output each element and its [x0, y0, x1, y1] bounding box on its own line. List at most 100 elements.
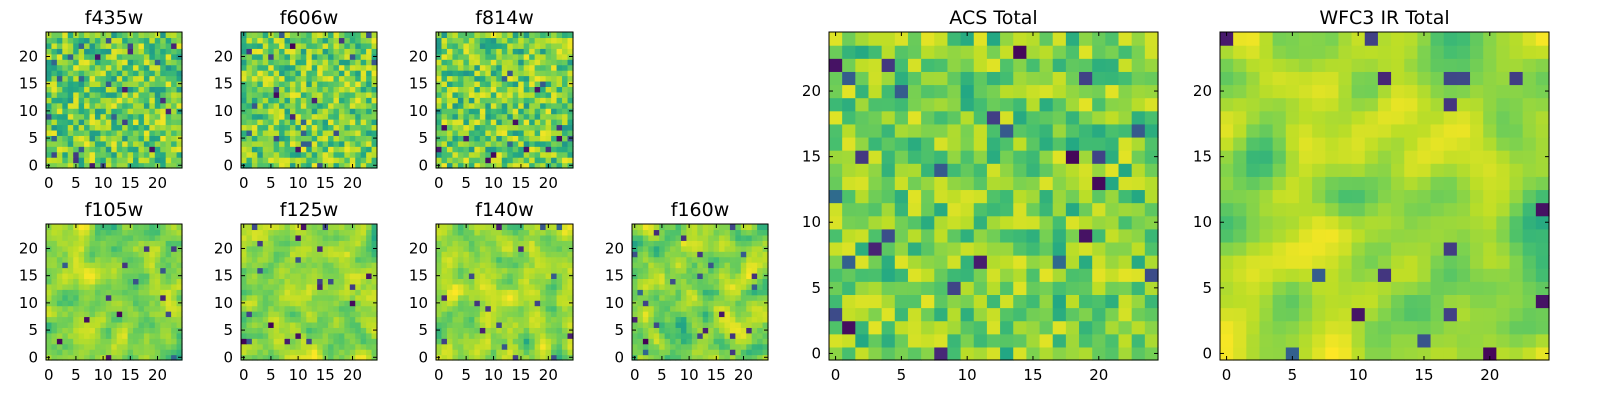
heatmap-cell — [735, 283, 742, 290]
heatmap-cell — [1144, 294, 1159, 309]
heatmap-cell — [490, 80, 497, 87]
heatmap-cell — [100, 267, 107, 274]
heatmap-cell — [78, 234, 85, 241]
heatmap-cell — [127, 338, 134, 345]
heatmap-cell — [279, 42, 286, 49]
heatmap-cell — [62, 240, 69, 247]
heatmap-cell — [149, 157, 156, 164]
heatmap-cell — [317, 343, 324, 350]
heatmap-cell — [122, 349, 129, 356]
heatmap-cell — [84, 75, 91, 82]
heatmap-cell — [501, 327, 508, 334]
heatmap-cell — [529, 102, 536, 109]
heatmap-cell — [338, 151, 345, 158]
heatmap-cell — [273, 70, 280, 77]
heatmap-cell — [1092, 241, 1106, 256]
heatmap-cell — [241, 311, 248, 318]
heatmap-cell — [133, 272, 140, 279]
heatmap-cell — [311, 119, 318, 126]
heatmap-cell — [540, 321, 547, 328]
heatmap-cell — [289, 234, 296, 241]
heatmap-cell — [56, 119, 63, 126]
heatmap-cell — [637, 354, 644, 361]
heatmap-cell — [632, 289, 639, 296]
heatmap-cell — [360, 300, 367, 307]
heatmap-cell — [724, 224, 731, 231]
heatmap-cell — [143, 146, 150, 153]
heatmap-cell — [751, 289, 758, 296]
heatmap-cell — [632, 267, 639, 274]
heatmap-cell — [463, 86, 470, 93]
heatmap-cell — [545, 37, 552, 44]
heatmap-cell — [165, 229, 172, 236]
heatmap-cell — [496, 119, 503, 126]
heatmap-cell — [262, 338, 269, 345]
heatmap-cell — [534, 108, 541, 115]
heatmap-cell — [441, 240, 448, 247]
heatmap-cell — [1026, 255, 1041, 269]
heatmap-cell — [154, 129, 161, 136]
heatmap-cell — [740, 349, 747, 356]
heatmap-cell — [56, 162, 63, 169]
heatmap-cell — [284, 311, 291, 318]
heatmap-cell — [160, 151, 167, 158]
heatmap-cell — [284, 48, 291, 55]
heatmap-cell — [143, 354, 150, 361]
heatmap-cell — [934, 268, 949, 282]
heatmap-cell — [89, 245, 96, 252]
heatmap-cell — [289, 245, 296, 252]
heatmap-cell — [344, 316, 351, 323]
heatmap-cell — [51, 113, 58, 120]
heatmap-cell — [116, 113, 123, 120]
heatmap-cell — [317, 157, 324, 164]
heatmap-cell — [149, 151, 156, 158]
heatmap-cell — [708, 321, 715, 328]
heatmap-cell — [284, 267, 291, 274]
heatmap-cell — [675, 343, 682, 350]
heatmap-cell — [501, 321, 508, 328]
heatmap-cell — [89, 86, 96, 93]
heatmap-cell — [138, 229, 145, 236]
heatmap-cell — [751, 229, 758, 236]
heatmap-cell — [154, 316, 161, 323]
heatmap-cell — [268, 262, 275, 269]
heatmap-cell — [67, 53, 74, 60]
heatmap-cell — [659, 283, 666, 290]
heatmap-cell — [512, 251, 519, 258]
heatmap-cell — [485, 349, 492, 356]
heatmap-cell — [78, 262, 85, 269]
heatmap-cell — [697, 332, 704, 339]
heatmap-cell — [289, 129, 296, 136]
heatmap-cell — [176, 86, 183, 93]
heatmap-cell — [56, 53, 63, 60]
heatmap-cell — [56, 305, 63, 312]
heatmap-cell — [289, 91, 296, 98]
heatmap-cell — [328, 321, 335, 328]
heatmap-cell — [719, 267, 726, 274]
heatmap-cell — [328, 140, 335, 147]
heatmap-cell — [518, 75, 525, 82]
x-tick-label: 10 — [94, 174, 113, 192]
heatmap-cell — [251, 91, 258, 98]
heatmap-cell — [562, 135, 569, 142]
heatmap-cell — [300, 294, 307, 301]
heatmap-cell — [479, 262, 486, 269]
heatmap-cell — [344, 113, 351, 120]
heatmap-cell — [284, 124, 291, 131]
heatmap-cell — [436, 283, 443, 290]
heatmap-cell — [501, 289, 508, 296]
heatmap-cell — [436, 97, 443, 104]
heatmap-cell — [138, 300, 145, 307]
heatmap-cell — [268, 245, 275, 252]
heatmap-cell — [485, 80, 492, 87]
heatmap-cell — [551, 97, 558, 104]
heatmap-cell — [1065, 320, 1080, 335]
heatmap-cell — [344, 75, 351, 82]
heatmap-cell — [1118, 228, 1133, 243]
heatmap-cell — [713, 316, 720, 323]
heatmap-cell — [73, 251, 80, 258]
heatmap-cell — [556, 108, 563, 115]
heatmap-cell — [295, 157, 302, 164]
heatmap-cell — [171, 272, 178, 279]
heatmap-cell — [746, 311, 753, 318]
